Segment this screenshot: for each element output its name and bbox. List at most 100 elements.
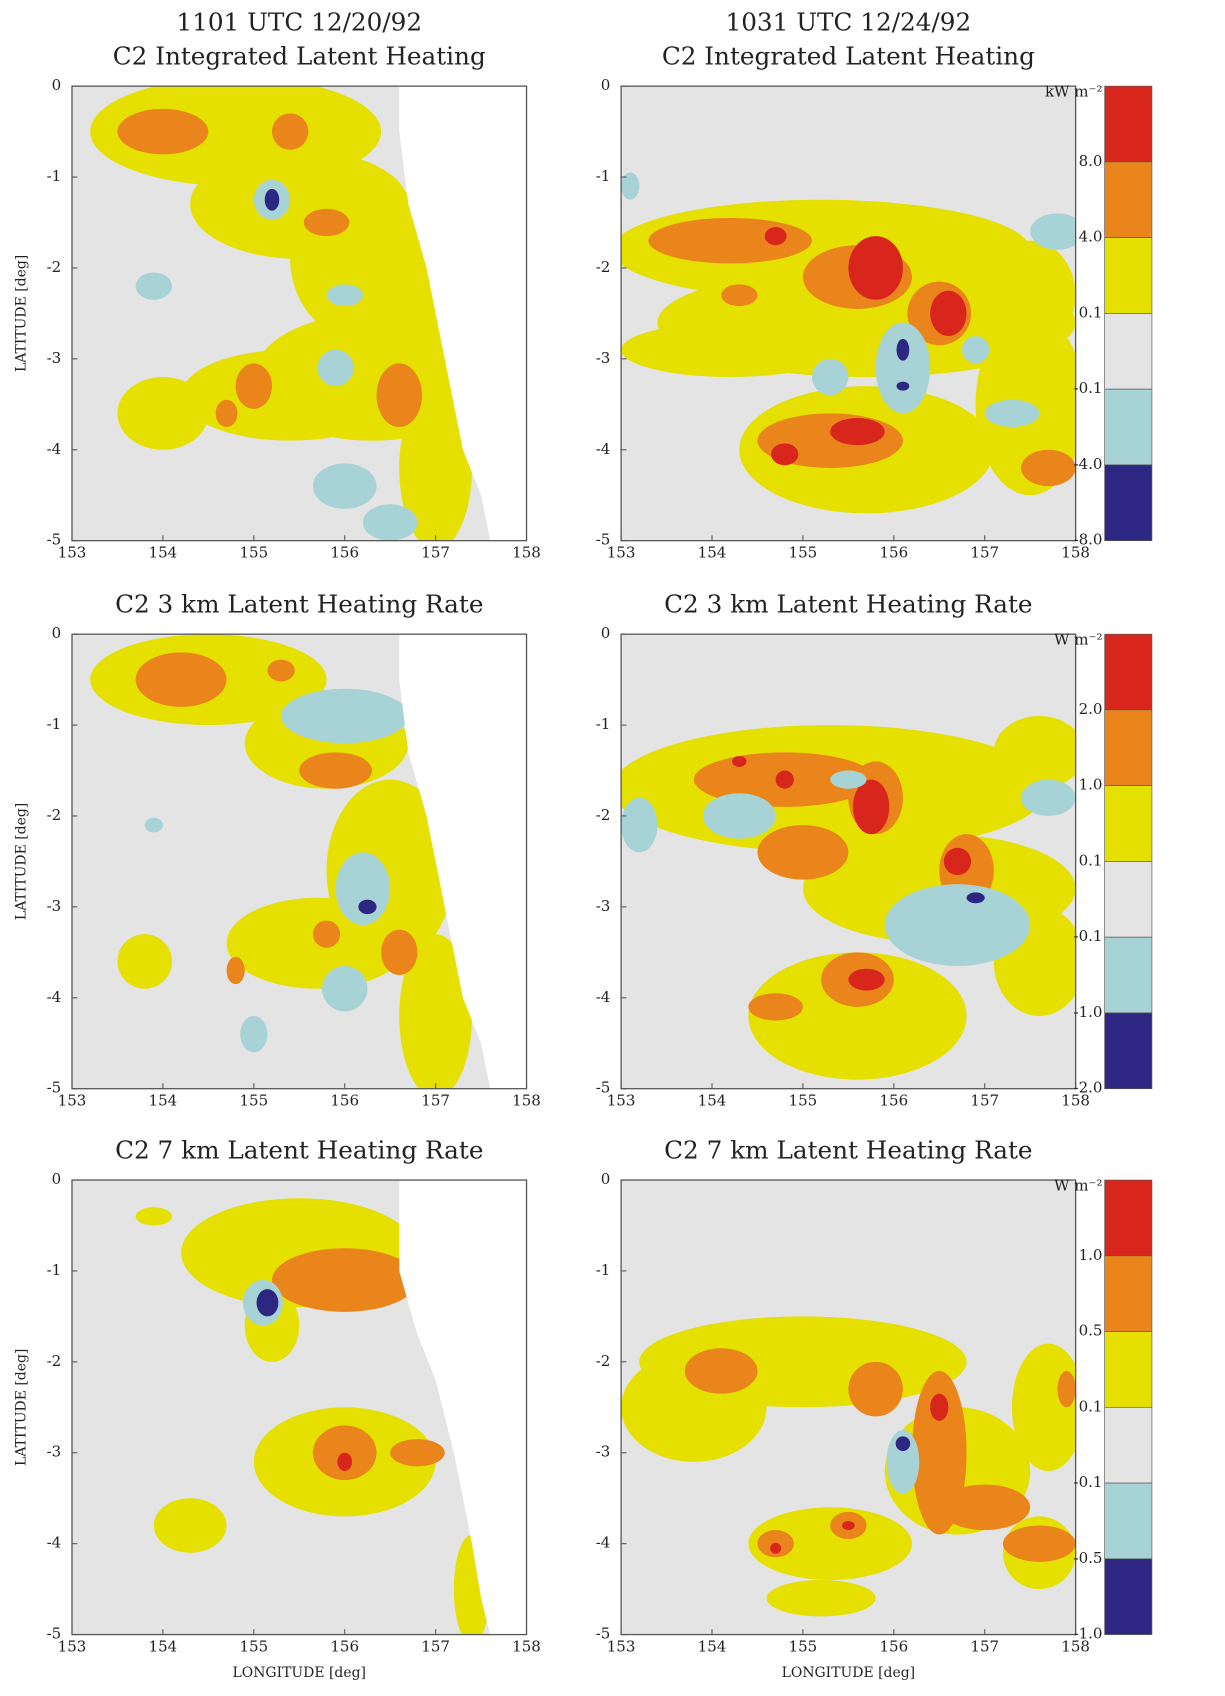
- frame: [71, 1179, 528, 1636]
- x-tick-label: 158: [1061, 544, 1090, 562]
- contour-region: [930, 290, 967, 337]
- x-tick-label: 158: [1061, 1092, 1090, 1110]
- contour-region: [390, 1439, 445, 1467]
- panel: C2 3 km Latent Heating Rate 153 154 155 156 1…: [596, 590, 1153, 1110]
- contour-region: [240, 1015, 268, 1053]
- contour-region: [235, 363, 272, 409]
- colorbar-label: 2.0: [1079, 700, 1103, 718]
- contour-region: [181, 349, 400, 441]
- frame: [620, 85, 1077, 542]
- contour-region: [153, 1498, 227, 1553]
- y-axis-label: LATITUDE [deg]: [13, 803, 29, 920]
- x-tick-label: 155: [239, 1637, 268, 1655]
- colorbar-label: -1.0: [1074, 1003, 1103, 1021]
- y-tick-label: -2: [596, 806, 611, 824]
- contour-region: [812, 358, 849, 396]
- y-tick-label: -3: [596, 349, 611, 367]
- x-tick-label: 158: [512, 1092, 541, 1110]
- y-tick-label: -5: [596, 531, 611, 549]
- x-tick-label: 155: [789, 1092, 818, 1110]
- y-tick-label: -2: [47, 1352, 62, 1370]
- colorbar-box: [1104, 464, 1153, 541]
- contour-region: [962, 336, 990, 364]
- y-tick-label: -1: [596, 1261, 611, 1279]
- contour-region: [621, 322, 840, 378]
- colorbar-box: [1104, 936, 1153, 1014]
- contour-region: [358, 899, 377, 915]
- colorbar-box: [1104, 388, 1153, 466]
- colorbar-box: [1104, 161, 1153, 238]
- x-tick-label: 154: [149, 1092, 178, 1110]
- y-tick-label: -5: [596, 1625, 611, 1643]
- y-axis-label: LATITUDE [deg]: [13, 1349, 29, 1466]
- contour-region: [943, 847, 972, 876]
- contour-region: [771, 443, 799, 466]
- colorbar-box: [1104, 1406, 1153, 1484]
- x-tick-label: 156: [330, 1637, 359, 1655]
- colorbar-box: [1104, 1482, 1153, 1560]
- x-tick-label: 156: [879, 1092, 908, 1110]
- colorbar-label: -4.0: [1074, 455, 1103, 473]
- contour-region: [326, 284, 363, 307]
- x-tick-label: 158: [512, 544, 541, 562]
- x-tick-label: 153: [607, 1092, 636, 1110]
- colorbar-box: [1104, 1012, 1153, 1090]
- plot-area: [621, 634, 1076, 1089]
- colorbar-box: [1104, 313, 1153, 390]
- colorbar-label: -0.1: [1074, 927, 1103, 945]
- contour-region: [335, 852, 391, 926]
- contour-region: [215, 399, 238, 428]
- colorbar-label: 0.5: [1079, 1322, 1103, 1340]
- chart-title: C2 3 km Latent Heating Rate: [664, 590, 1032, 619]
- x-tick-label: 155: [789, 544, 818, 562]
- x-tick-label: 154: [698, 1092, 727, 1110]
- contour-region: [1002, 1525, 1076, 1562]
- y-tick-label: 0: [52, 76, 62, 94]
- y-tick-label: 0: [601, 76, 611, 94]
- y-tick-label: -3: [596, 1443, 611, 1461]
- x-tick-label: 153: [58, 1092, 87, 1110]
- colorbar-label: 0.1: [1079, 303, 1103, 321]
- contour-region: [886, 1430, 920, 1494]
- y-tick-label: -4: [47, 988, 62, 1006]
- contour-region: [135, 652, 227, 707]
- x-tick-label: 154: [698, 544, 727, 562]
- colorbar-box: [1104, 1255, 1153, 1332]
- colorbar-label: -1.0: [1074, 1625, 1103, 1643]
- contour-region: [271, 1248, 418, 1312]
- chart-title: C2 7 km Latent Heating Rate: [664, 1136, 1032, 1165]
- contour-region: [684, 1348, 758, 1394]
- y-tick-label: -1: [596, 715, 611, 733]
- x-tick-label: 157: [970, 544, 999, 562]
- y-tick-label: -2: [47, 258, 62, 276]
- x-tick-label: 158: [1061, 1637, 1090, 1655]
- colorbar-label: 8.0: [1079, 152, 1103, 170]
- colorbar: W m⁻² 1.0 0.5 0.1 -0.1 -0.5 -1.0: [1054, 1176, 1153, 1643]
- frame: [71, 85, 528, 542]
- plot-area: [621, 1180, 1076, 1635]
- contour-region: [1021, 449, 1076, 487]
- x-tick-label: 157: [421, 1637, 450, 1655]
- x-tick-label: 158: [512, 1637, 541, 1655]
- contour-region: [321, 965, 368, 1012]
- chart-title: C2 7 km Latent Heating Rate: [115, 1136, 483, 1165]
- panel: C2 3 km Latent Heating Rate 153 154 155 156 1…: [13, 590, 540, 1110]
- y-tick-label: -4: [47, 440, 62, 458]
- colorbar-unit: W m⁻²: [1054, 1176, 1102, 1194]
- contour-region: [117, 108, 209, 155]
- plot-area: [71, 1180, 527, 1635]
- no-data-region: [399, 1180, 527, 1635]
- colorbar: W m⁻² 2.0 1.0 0.1 -0.1 -1.0 -2.0: [1054, 631, 1153, 1097]
- contour-region: [830, 770, 867, 789]
- y-tick-label: -2: [596, 1352, 611, 1370]
- contour-region: [896, 338, 910, 361]
- panel: 1101 UTC 12/20/92 C2 Integrated Latent He…: [13, 7, 540, 561]
- y-tick-label: -4: [596, 440, 611, 458]
- x-tick-label: 157: [421, 544, 450, 562]
- contour-region: [317, 349, 354, 387]
- colorbar-box: [1104, 1558, 1153, 1635]
- colorbar-label: -0.5: [1074, 1549, 1103, 1567]
- x-tick-label: 153: [58, 1637, 87, 1655]
- contour-region: [702, 793, 776, 839]
